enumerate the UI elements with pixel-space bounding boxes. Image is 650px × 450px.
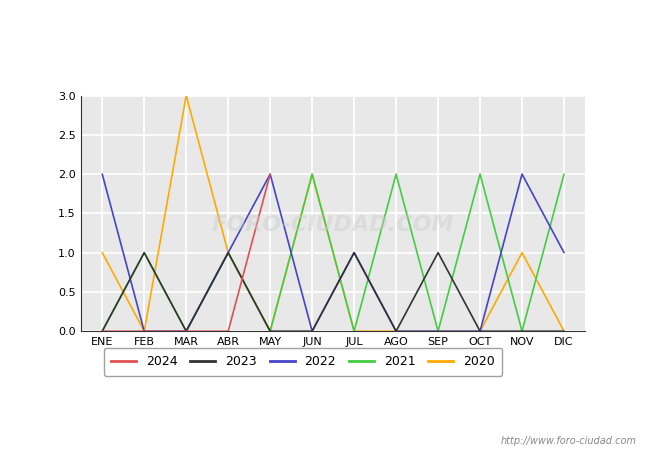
Legend: 2024, 2023, 2022, 2021, 2020: 2024, 2023, 2022, 2021, 2020 (104, 348, 502, 376)
Text: FORO-CIUDAD.COM: FORO-CIUDAD.COM (212, 215, 454, 235)
Text: Matriculaciones de Vehículos en El Romeral: Matriculaciones de Vehículos en El Romer… (137, 66, 529, 84)
Text: http://www.foro-ciudad.com: http://www.foro-ciudad.com (501, 436, 637, 446)
